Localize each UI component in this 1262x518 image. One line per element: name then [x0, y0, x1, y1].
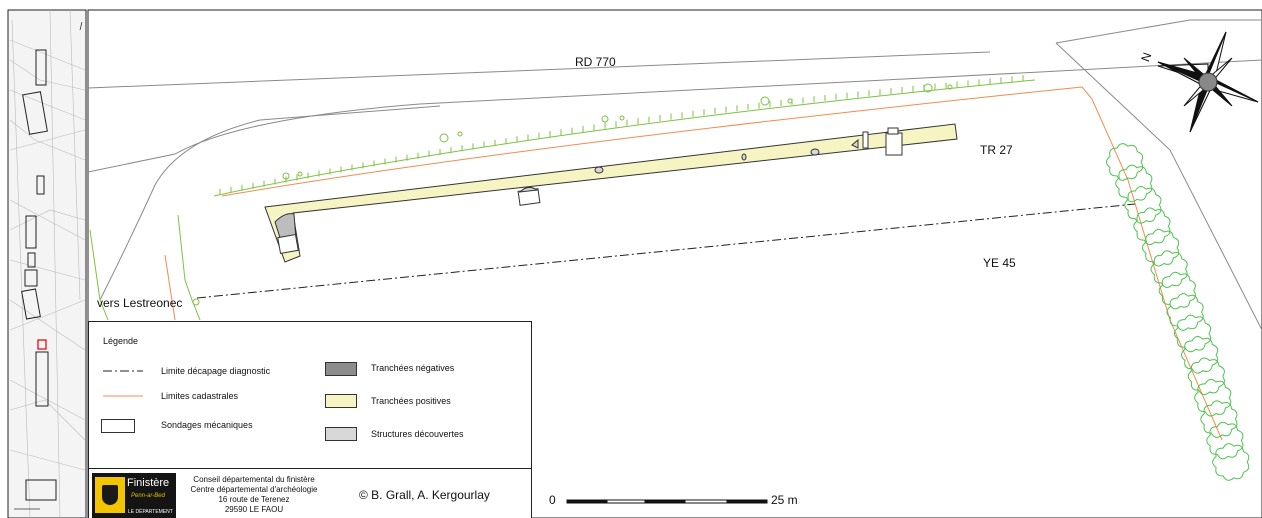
address-line: Conseil départemental du finistère	[193, 475, 315, 484]
legend-swatch-sondages	[101, 419, 135, 433]
tree	[1200, 400, 1238, 438]
tree-row	[1106, 143, 1250, 481]
tree	[1124, 186, 1162, 224]
tree	[1166, 293, 1204, 331]
tree	[1158, 271, 1196, 310]
tree	[1142, 228, 1180, 267]
legend-swatch-positive	[325, 394, 357, 408]
road-edges	[87, 19, 1262, 331]
scale-end-label: 25 m	[771, 493, 798, 507]
scale-bar	[566, 499, 768, 504]
legend-label-sondages: Sondages mécaniques	[161, 420, 253, 430]
legend-title: Légende	[103, 336, 139, 346]
legend-label-positive: Tranchées positives	[371, 396, 451, 406]
legend-label-negative: Tranchées négatives	[371, 363, 455, 373]
tree	[1106, 143, 1144, 181]
logo-brand: Finistère	[127, 477, 170, 489]
parcel-label-ye45: YE 45	[983, 256, 1016, 270]
tree	[1173, 314, 1212, 353]
address-line: 16 route de Terenez	[218, 495, 290, 504]
cadastral-limits	[164, 86, 1223, 441]
legend-label-diagnostic-limit: Limite décapage diagnostic	[161, 366, 271, 376]
discovered-structures	[274, 127, 903, 255]
tree	[1181, 336, 1219, 374]
tree	[1194, 378, 1232, 417]
legend-label-structures: Structures découvertes	[371, 429, 464, 439]
ermine-shield-icon	[95, 477, 125, 513]
tree	[1115, 164, 1153, 203]
diagnostic-limit	[196, 203, 1136, 299]
address-line: Centre départemental d'archéologie	[190, 485, 318, 494]
scale-start-label: 0	[549, 493, 556, 507]
map-legend: Légende Limite décapage diagnostic Limit…	[88, 321, 532, 469]
vegetation-hedge	[89, 75, 1036, 321]
logo-sub: Penn-ar-Bed	[131, 493, 165, 499]
copyright: © B. Grall, A. Kergourlay	[359, 488, 490, 502]
tree	[1187, 357, 1225, 396]
legend-symbol-cadastral	[103, 395, 143, 397]
legend-symbol-diagnostic-limit	[103, 370, 143, 372]
address-block: Conseil départemental du finistère Centr…	[179, 475, 329, 515]
north-arrow	[1157, 31, 1259, 133]
address-line: 29590 LE FAOU	[224, 505, 284, 514]
inset-location-map	[7, 9, 87, 518]
road-label: RD 770	[575, 55, 616, 69]
tree	[1133, 207, 1171, 246]
legend-label-cadastral: Limites cadastrales	[161, 391, 239, 401]
direction-label: vers Lestreonec	[97, 296, 183, 310]
tree	[1150, 250, 1188, 288]
legend-swatch-negative	[325, 362, 357, 376]
tree	[1206, 421, 1244, 460]
credits-box: Finistère Penn-ar-Bed LE DÉPARTEMENT Con…	[88, 469, 532, 518]
parcel-label-tr27: TR 27	[980, 143, 1013, 157]
tree	[1212, 443, 1250, 481]
logo-sub2: LE DÉPARTEMENT	[128, 509, 173, 515]
finistere-logo: Finistère Penn-ar-Bed LE DÉPARTEMENT	[92, 473, 176, 518]
legend-swatch-structures	[325, 427, 357, 441]
